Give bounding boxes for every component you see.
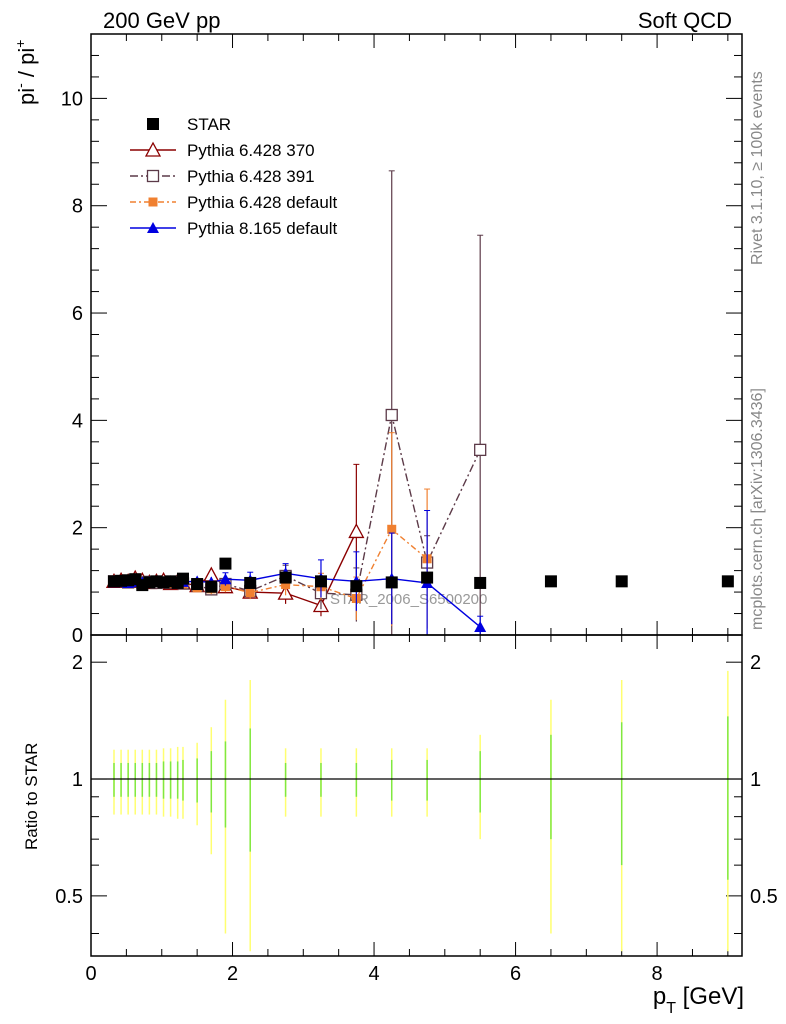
data-point (544, 575, 557, 588)
y-tick-label-ratio: 2 (72, 652, 83, 674)
data-point (474, 443, 487, 457)
data-point (350, 580, 363, 593)
legend-entry-2: Pythia 6.428 391 (130, 167, 315, 186)
x-axis-label: pT [GeV] (653, 983, 744, 1017)
y-tick-label-ratio: 1 (72, 769, 83, 791)
legend-marker (147, 118, 159, 130)
y-tick-label-main: 8 (72, 196, 83, 218)
y-tick-label-main: 0 (72, 625, 83, 647)
data-point (191, 578, 204, 591)
data-point (385, 576, 398, 589)
x-tick-label: 4 (368, 963, 379, 985)
legend-label: STAR (187, 115, 231, 134)
y-tick-label-main: 10 (61, 88, 83, 110)
legend-marker (147, 222, 159, 233)
legend-marker (144, 141, 162, 157)
legend-marker (148, 197, 158, 207)
main-panel: 0 2 4 6 8 10 STAR_2006_S6500200 (61, 33, 742, 647)
legend-marker (146, 169, 160, 183)
data-point (205, 580, 218, 593)
main-y-axis-label: pi- / pi+ (12, 40, 39, 105)
data-point (219, 573, 232, 585)
data-point (314, 575, 327, 588)
data-point (615, 575, 628, 588)
data-point (244, 576, 257, 589)
data-point (219, 557, 232, 570)
x-tick-label: 0 (85, 963, 96, 985)
legend-entry-0: STAR (147, 115, 231, 134)
header-right-label: Soft QCD (638, 8, 732, 33)
legend: STAR Pythia 6.428 370 Pythia 6.428 391 Pyth… (130, 115, 338, 238)
data-point (474, 620, 487, 632)
watermark-label: STAR_2006_S6500200 (330, 591, 487, 608)
data-point (281, 580, 291, 590)
data-point (474, 576, 487, 589)
legend-entry-1: Pythia 6.428 370 (130, 141, 315, 160)
legend-label: Pythia 6.428 default (187, 193, 338, 212)
source-label: mcplots.cern.ch [arXiv:1306.3436] (749, 388, 766, 630)
data-point (279, 571, 292, 584)
ratio-panel-frame (90, 634, 743, 957)
header-left-label: 200 GeV pp (103, 8, 220, 33)
rivet-version-label: Rivet 3.1.10, ≥ 100k events (749, 71, 766, 265)
data-point (245, 588, 255, 598)
y-tick-label-ratio-right: 2 (750, 652, 761, 674)
data-point (385, 408, 398, 422)
y-tick-label-main: 2 (72, 518, 83, 540)
series-2 (107, 170, 487, 635)
data-point (348, 523, 365, 539)
y-tick-label-ratio-right: 1 (750, 769, 761, 791)
data-point (721, 575, 734, 588)
y-tick-label-main: 4 (72, 410, 83, 432)
legend-label: Pythia 8.165 default (187, 219, 338, 238)
x-tick-label: 6 (510, 963, 521, 985)
series-0 (107, 557, 734, 593)
data-point (421, 571, 434, 584)
data-point (387, 524, 397, 534)
legend-entry-4: Pythia 8.165 default (130, 219, 338, 238)
data-point (220, 582, 230, 592)
y-tick-label-ratio: 0.5 (55, 886, 83, 908)
legend-label: Pythia 6.428 391 (187, 167, 315, 186)
ratio-panel: 0 2 4 6 8 0.5 0.5 1 1 2 2 (55, 635, 778, 985)
legend-label: Pythia 6.428 370 (187, 141, 315, 160)
x-tick-label: 2 (227, 963, 238, 985)
y-tick-label-main: 6 (72, 303, 83, 325)
data-point (176, 572, 189, 585)
x-tick-label: 8 (652, 963, 663, 985)
legend-entry-3: Pythia 6.428 default (130, 193, 338, 212)
y-tick-label-ratio-right: 0.5 (750, 886, 778, 908)
ratio-y-axis-label: Ratio to STAR (22, 743, 41, 850)
